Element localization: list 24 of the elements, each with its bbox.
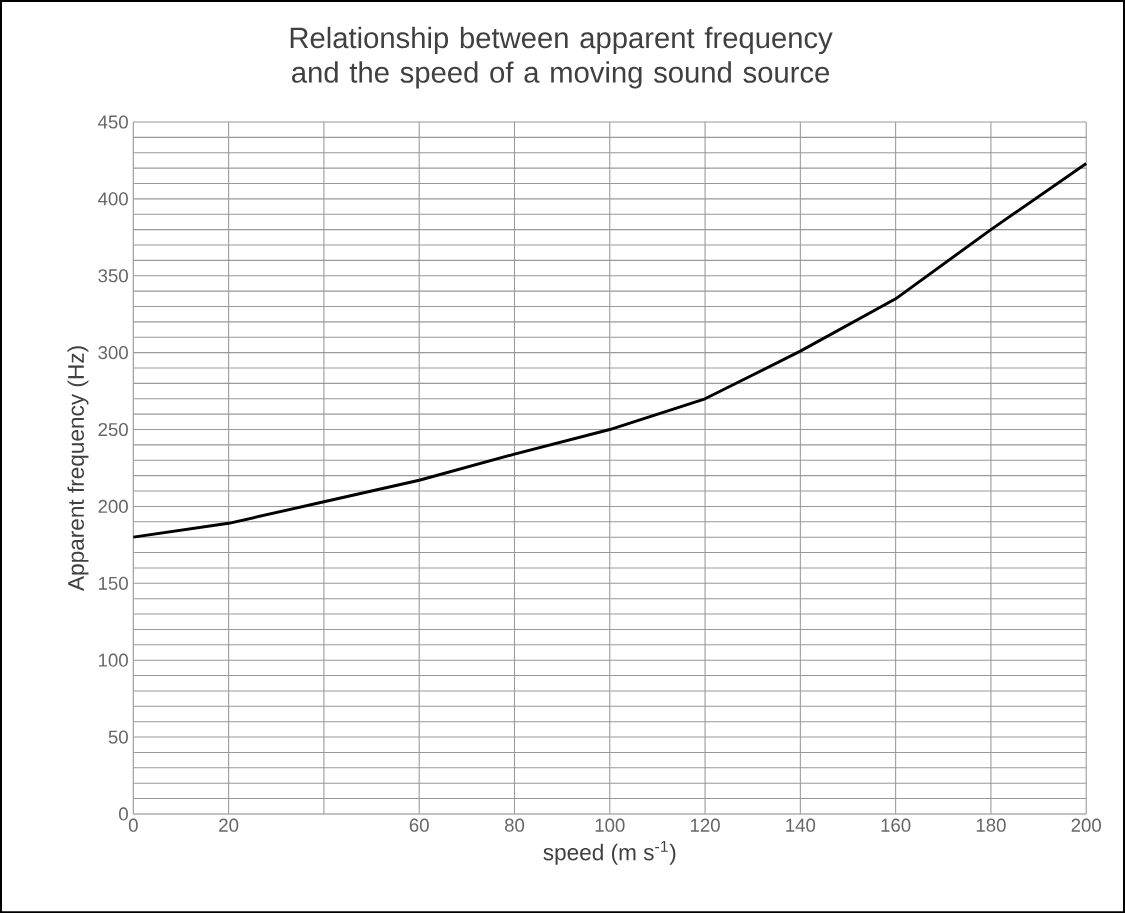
y-tick-label: 450	[98, 115, 128, 129]
x-tick-label: 120	[690, 818, 720, 832]
x-tick-label: 160	[881, 818, 911, 832]
y-tick-label: 250	[98, 422, 128, 436]
y-tick-label: 300	[98, 345, 128, 360]
x-tick-label: 140	[786, 818, 816, 832]
y-tick-label: 100	[99, 653, 128, 667]
x-tick-label: 100	[595, 818, 625, 832]
x-tick-label: 180	[976, 818, 1006, 832]
y-tick-label: 0	[119, 807, 128, 821]
x-axis-title: speed (m s$^{-1}$)	[543, 840, 676, 865]
y-tick-label: 200	[98, 499, 128, 513]
x-tick-label: 20	[219, 818, 239, 832]
x-tick-label: 80	[504, 818, 525, 832]
y-axis-title: Apparent frequency (Hz)	[67, 346, 89, 591]
x-tick-label: 60	[409, 818, 429, 832]
x-tick-label: 0	[128, 818, 138, 832]
y-tick-label: 150	[99, 576, 128, 590]
x-tick-label: 200	[1071, 818, 1101, 832]
y-tick-label: 350	[98, 269, 128, 283]
line-series	[131, 161, 1088, 539]
chart-title: Relationship between apparent frequency and the speed of a moving sound source	[290, 26, 833, 89]
y-tick-label: 400	[98, 192, 128, 206]
y-tick-label: 50	[108, 730, 128, 744]
